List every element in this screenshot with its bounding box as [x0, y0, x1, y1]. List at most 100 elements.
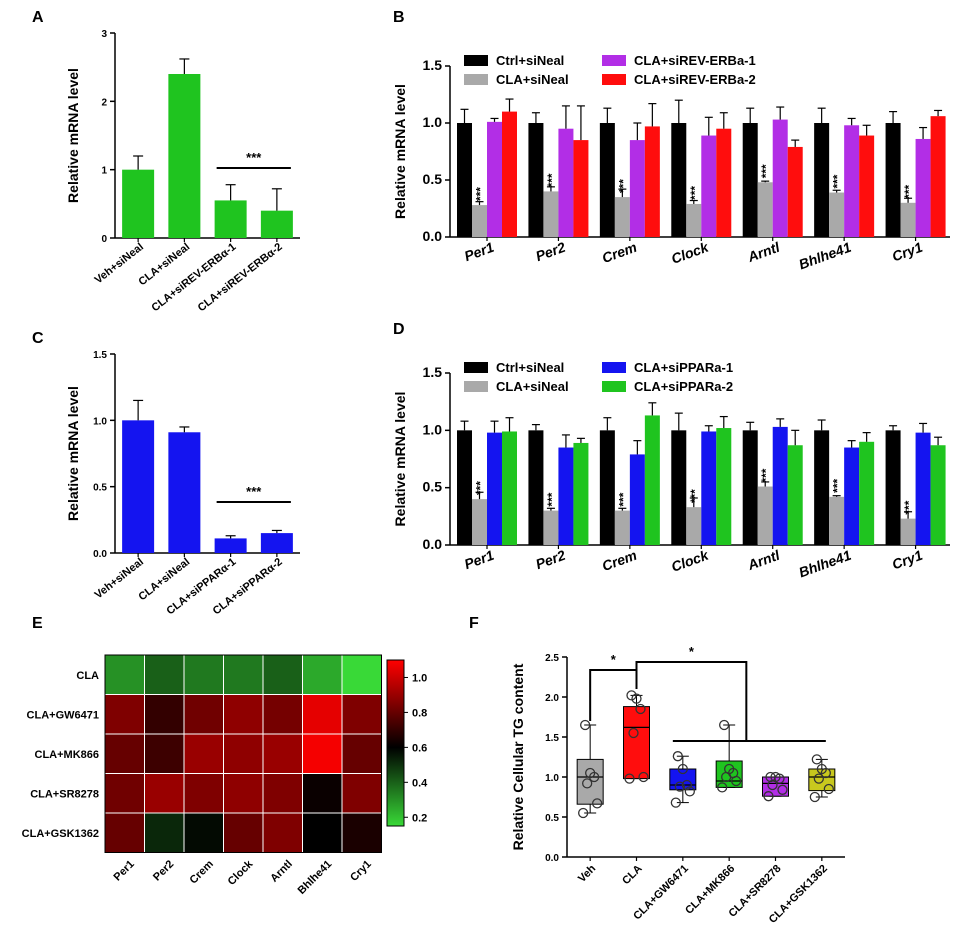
bar [900, 202, 916, 237]
bar [915, 138, 931, 237]
bar [686, 203, 702, 237]
data-point [670, 797, 681, 808]
bar [614, 197, 630, 237]
bar [543, 191, 559, 237]
heatmap-cell [302, 733, 343, 774]
x-tick-label: Clock [669, 238, 711, 266]
significance-stars: *** [616, 492, 630, 506]
significance-stars: *** [902, 500, 916, 514]
data-point [631, 693, 642, 704]
bar [457, 123, 472, 237]
bar [787, 146, 803, 237]
heatmap-cell [262, 694, 303, 735]
y-tick-label: 1.5 [423, 364, 443, 380]
heatmap-cell [104, 694, 145, 735]
bar [787, 445, 803, 545]
colorbar-tick-label: 1.0 [412, 672, 427, 684]
heatmap-cell [183, 654, 224, 695]
legend-swatch [602, 381, 626, 392]
x-tick-label: Per1 [462, 239, 496, 264]
y-tick-label: 1.5 [93, 350, 107, 361]
data-point [809, 791, 820, 803]
heatmap-cell [262, 733, 303, 774]
bar [487, 121, 502, 237]
y-tick-label: 1.0 [423, 114, 443, 130]
significance-stars: *** [545, 492, 559, 506]
bar [757, 486, 773, 545]
x-tick-label: Per2 [533, 547, 567, 572]
bar [122, 169, 155, 238]
y-tick-label: 1.5 [423, 57, 443, 73]
heatmap-row-label: CLA+MK866 [35, 749, 100, 761]
y-tick-label: 1.0 [545, 773, 559, 784]
y-tick-label: 1.5 [545, 733, 559, 744]
bar [701, 431, 717, 545]
heatmap-cell [104, 733, 145, 774]
heatmap-cell [302, 812, 343, 853]
data-point [677, 763, 688, 775]
legend-label: Ctrl+siNeal [496, 53, 564, 68]
y-tick-label: 0.0 [93, 549, 107, 560]
heatmap-cell [302, 694, 343, 735]
bar [599, 123, 615, 237]
bar [543, 510, 559, 545]
y-tick-label: 0.0 [423, 228, 443, 244]
heatmap-cell [144, 733, 185, 774]
y-tick-label: 1.0 [423, 421, 443, 437]
bar [528, 123, 544, 237]
y-axis-title: Relative mRNA level [65, 68, 81, 203]
x-tick-label: Bhlhe41 [797, 547, 854, 581]
data-point [638, 771, 649, 783]
panel-b-grouped-bar-chart: 0.0 0.5 1.0 1.5 Relative mRNA level *** Per1 **… [392, 53, 950, 272]
x-tick-label: Per1 [462, 547, 496, 572]
panel-letter-f: F [469, 615, 479, 632]
panel-f-box-plot: 0.0 0.5 1.0 1.5 2.0 2.5 Relative Cellular TG c… [510, 644, 845, 926]
bar [644, 126, 660, 237]
bar [671, 123, 687, 237]
heatmap-cell [302, 654, 343, 695]
x-tick-label: Arntl [745, 546, 783, 573]
bar [844, 125, 860, 237]
x-tick-label: Clock [669, 546, 711, 574]
heatmap-cell [144, 773, 185, 814]
heatmap-col-label: Per2 [151, 858, 176, 883]
x-tick-label: Crem [600, 239, 639, 266]
heatmap-col-label: Per1 [112, 858, 137, 883]
y-axis-title: Relative mRNA level [392, 84, 408, 219]
bar [214, 200, 247, 238]
heatmap-col-label: Crem [187, 858, 216, 887]
bar [814, 123, 830, 237]
bar [558, 128, 574, 237]
y-axis-title: Relative mRNA level [65, 386, 81, 521]
bar [528, 430, 544, 545]
significance-stars: *** [474, 187, 488, 201]
bar [757, 182, 773, 237]
bar [644, 415, 660, 545]
panel-letter-c: C [32, 330, 44, 347]
heatmap-cell [104, 812, 145, 853]
heatmap-cell [144, 654, 185, 695]
data-point [719, 719, 730, 731]
y-tick-label: 0.0 [423, 536, 443, 552]
significance-bracket [635, 661, 748, 741]
bar [214, 538, 247, 553]
y-tick-label: 2.0 [545, 693, 559, 704]
x-tick-label: CLA+siREV-ERBα-1 [149, 241, 238, 314]
bar [686, 507, 702, 545]
heatmap-row-label: CLA+GSK1362 [22, 828, 99, 840]
legend-label: CLA+siREV-ERBa-2 [634, 72, 756, 87]
significance-stars: *** [688, 489, 702, 503]
bar [742, 123, 758, 237]
data-point [823, 783, 834, 795]
colorbar-tick-label: 0.2 [412, 812, 427, 824]
legend-label: Ctrl+siNeal [496, 360, 564, 375]
x-tick-label: Per2 [533, 239, 567, 264]
heatmap-cell [104, 654, 145, 695]
bar [573, 140, 589, 237]
x-tick-label: Cry1 [890, 239, 925, 265]
bar [558, 447, 574, 545]
significance-stars: *** [688, 186, 702, 200]
data-point [717, 782, 728, 793]
